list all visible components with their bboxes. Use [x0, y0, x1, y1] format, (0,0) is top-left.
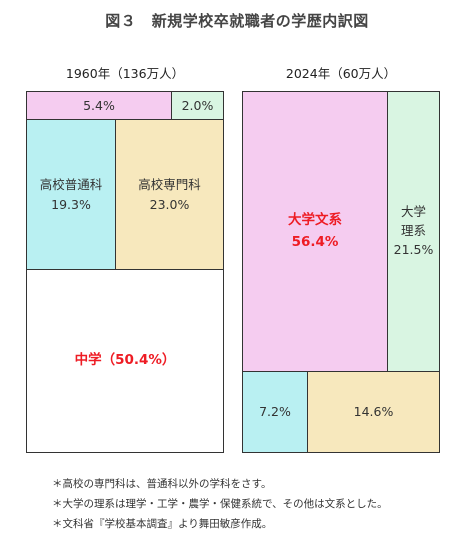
- panel-heading-2024: 2024年（60万人）: [285, 66, 397, 81]
- footnote: ＊大学の理系は理学・工学・農学・保健系統で、その他は文系とした。: [52, 498, 388, 510]
- cell-2024-hs-general: 7.2%: [243, 372, 308, 452]
- category-label: 大学理系: [400, 203, 426, 238]
- cell-1960-univ-humanities: 5.4%: [27, 92, 172, 120]
- panel-heading-1960: 1960年（136万人）: [65, 66, 185, 81]
- footnotes: ＊高校の専門科は、普通科以外の学科をさす。 ＊大学の理系は理学・工学・農学・保健…: [52, 474, 388, 534]
- value-label: 中学（50.4%）: [74, 352, 176, 369]
- treemap-2024: 大学文系 56.4% 大学理系 21.5% 7.2% 14.6%: [242, 91, 440, 453]
- cell-1960-univ-science: 2.0%: [172, 92, 223, 120]
- category-label: 高校普通科: [39, 176, 103, 192]
- category-label: 高校専門科: [138, 176, 201, 192]
- value-label: 7.2%: [259, 404, 291, 419]
- treemap-1960: 5.4% 2.0% 高校普通科 19.3% 高校専門科 23.0% 中学（50.…: [26, 91, 224, 453]
- cell-2024-univ-humanities: 大学文系 56.4%: [243, 92, 388, 372]
- value-label: 19.3%: [51, 196, 91, 212]
- value-label: 14.6%: [353, 404, 394, 419]
- cell-1960-hs-vocational: 高校専門科 23.0%: [116, 120, 223, 270]
- cell-2024-univ-science: 大学理系 21.5%: [388, 92, 439, 372]
- cell-1960-junior-high: 中学（50.4%）: [27, 270, 223, 452]
- category-label: 大学文系: [288, 211, 342, 228]
- footnote: ＊高校の専門科は、普通科以外の学科をさす。: [52, 478, 272, 490]
- value-label: 21.5%: [393, 242, 434, 258]
- chart-title: 図３ 新規学校卒就職者の学歴内訳図: [105, 12, 369, 30]
- value-label: 56.4%: [291, 233, 339, 250]
- value-label: 5.4%: [83, 97, 115, 113]
- cell-1960-hs-general: 高校普通科 19.3%: [27, 120, 116, 270]
- value-label: 23.0%: [149, 196, 190, 212]
- footnote: ＊文科省『学校基本調査』より舞田敏彦作成。: [52, 518, 273, 530]
- value-label: 2.0%: [181, 97, 214, 113]
- cell-2024-hs-vocational: 14.6%: [308, 372, 439, 452]
